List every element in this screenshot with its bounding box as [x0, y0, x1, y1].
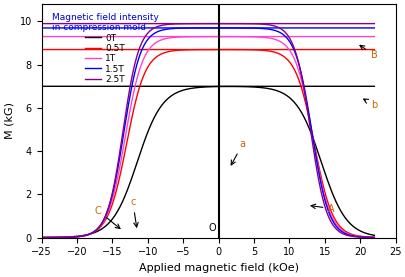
2.5T	[171, 22, 175, 26]
Text: b: b	[363, 99, 376, 110]
1T	[280, 35, 285, 38]
0T	[147, 125, 152, 128]
Text: a: a	[230, 139, 245, 165]
Line: 2.5T: 2.5T	[42, 24, 373, 238]
0T	[248, 85, 253, 88]
2.5T	[279, 22, 284, 25]
0.5T	[248, 48, 253, 51]
0.5T	[79, 234, 84, 238]
1.5T	[248, 26, 253, 30]
0.5T	[371, 48, 376, 51]
Text: O: O	[207, 223, 215, 233]
2.5T	[79, 235, 84, 238]
Line: 0.5T: 0.5T	[42, 50, 373, 238]
Line: 1T: 1T	[42, 37, 373, 238]
0.5T	[279, 48, 284, 51]
1T	[371, 35, 376, 38]
1T	[79, 234, 84, 238]
1T	[171, 36, 175, 39]
0.5T	[147, 62, 152, 65]
0T	[171, 93, 175, 96]
1.5T	[171, 27, 175, 30]
2.5T	[371, 22, 376, 25]
2.5T	[248, 22, 253, 25]
1T	[147, 46, 152, 50]
2.5T	[280, 22, 285, 25]
Text: B: B	[359, 45, 377, 60]
Line: 1.5T: 1.5T	[42, 28, 373, 238]
0T	[371, 84, 376, 88]
2.5T	[39, 236, 44, 239]
Text: C: C	[94, 206, 119, 229]
Text: c: c	[130, 197, 138, 227]
1T	[248, 35, 253, 38]
1.5T	[79, 235, 84, 238]
0.5T	[39, 236, 44, 239]
1.5T	[39, 236, 44, 239]
0T	[280, 85, 285, 88]
0.5T	[280, 48, 285, 51]
0T	[39, 236, 44, 239]
1.5T	[280, 26, 285, 30]
Y-axis label: M (kG): M (kG)	[4, 102, 14, 139]
Line: 0T: 0T	[42, 86, 373, 237]
1.5T	[279, 26, 284, 30]
1T	[279, 35, 284, 38]
0.5T	[171, 49, 175, 52]
0T	[279, 85, 284, 88]
Legend: 0T, 0.5T, 1T, 1.5T, 2.5T: 0T, 0.5T, 1T, 1.5T, 2.5T	[50, 11, 160, 86]
X-axis label: Applied magnetic field (kOe): Applied magnetic field (kOe)	[138, 263, 298, 273]
1.5T	[371, 26, 376, 30]
0T	[79, 234, 84, 237]
1T	[39, 236, 44, 239]
1.5T	[147, 35, 152, 39]
Text: A: A	[310, 204, 334, 214]
2.5T	[147, 29, 152, 32]
